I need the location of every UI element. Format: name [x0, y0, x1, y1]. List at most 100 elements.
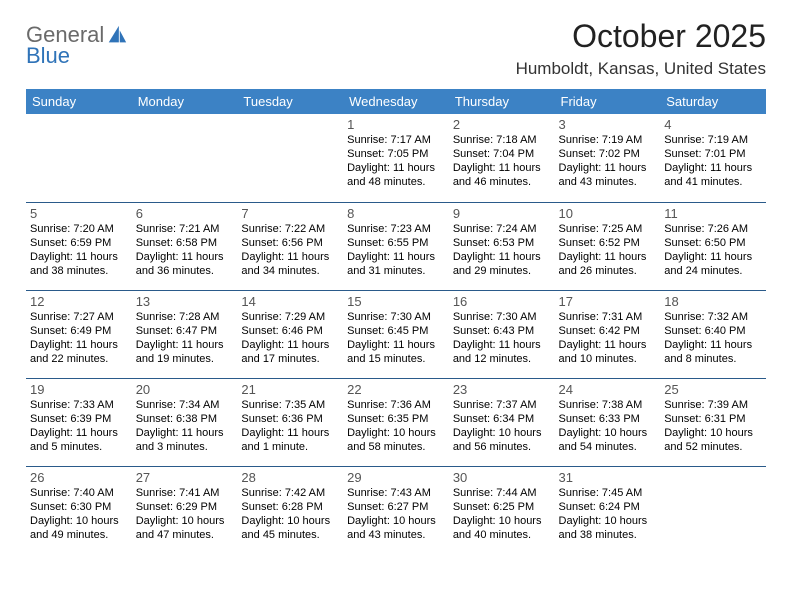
dow-header-cell: Tuesday [237, 89, 343, 114]
day-info: Sunrise: 7:33 AMSunset: 6:39 PMDaylight:… [30, 398, 128, 454]
calendar-day-cell: 16Sunrise: 7:30 AMSunset: 6:43 PMDayligh… [449, 290, 555, 378]
day-number: 10 [559, 206, 657, 221]
day-info: Sunrise: 7:36 AMSunset: 6:35 PMDaylight:… [347, 398, 445, 454]
day-number: 22 [347, 382, 445, 397]
sunrise-line: Sunrise: 7:35 AM [241, 398, 339, 412]
calendar-day-cell: 9Sunrise: 7:24 AMSunset: 6:53 PMDaylight… [449, 202, 555, 290]
sunset-line: Sunset: 7:05 PM [347, 147, 445, 161]
sunrise-line: Sunrise: 7:30 AM [347, 310, 445, 324]
day-info: Sunrise: 7:26 AMSunset: 6:50 PMDaylight:… [664, 222, 762, 278]
calendar-page: General Blue October 2025 Humboldt, Kans… [0, 0, 792, 554]
page-header: General Blue October 2025 Humboldt, Kans… [26, 18, 766, 79]
sunset-line: Sunset: 6:25 PM [453, 500, 551, 514]
sunset-line: Sunset: 6:59 PM [30, 236, 128, 250]
day-number: 4 [664, 117, 762, 132]
day-info: Sunrise: 7:17 AMSunset: 7:05 PMDaylight:… [347, 133, 445, 189]
calendar-day-cell: 31Sunrise: 7:45 AMSunset: 6:24 PMDayligh… [555, 466, 661, 554]
sunset-line: Sunset: 6:56 PM [241, 236, 339, 250]
day-number: 26 [30, 470, 128, 485]
day-number: 30 [453, 470, 551, 485]
day-number: 8 [347, 206, 445, 221]
sunset-line: Sunset: 6:42 PM [559, 324, 657, 338]
sunset-line: Sunset: 6:53 PM [453, 236, 551, 250]
calendar-day-cell: 20Sunrise: 7:34 AMSunset: 6:38 PMDayligh… [132, 378, 238, 466]
daylight-line: Daylight: 10 hours and 45 minutes. [241, 514, 339, 542]
calendar-day-cell: 13Sunrise: 7:28 AMSunset: 6:47 PMDayligh… [132, 290, 238, 378]
sunset-line: Sunset: 6:49 PM [30, 324, 128, 338]
month-title: October 2025 [516, 18, 766, 55]
sunset-line: Sunset: 6:38 PM [136, 412, 234, 426]
sunset-line: Sunset: 7:01 PM [664, 147, 762, 161]
day-number: 25 [664, 382, 762, 397]
sunrise-line: Sunrise: 7:37 AM [453, 398, 551, 412]
brand-text: General Blue [26, 24, 104, 67]
daylight-line: Daylight: 11 hours and 31 minutes. [347, 250, 445, 278]
daylight-line: Daylight: 11 hours and 10 minutes. [559, 338, 657, 366]
day-number: 12 [30, 294, 128, 309]
day-number: 28 [241, 470, 339, 485]
daylight-line: Daylight: 11 hours and 24 minutes. [664, 250, 762, 278]
calendar-day-cell: 18Sunrise: 7:32 AMSunset: 6:40 PMDayligh… [660, 290, 766, 378]
daylight-line: Daylight: 10 hours and 56 minutes. [453, 426, 551, 454]
title-block: October 2025 Humboldt, Kansas, United St… [516, 18, 766, 79]
day-info: Sunrise: 7:19 AMSunset: 7:02 PMDaylight:… [559, 133, 657, 189]
day-info: Sunrise: 7:34 AMSunset: 6:38 PMDaylight:… [136, 398, 234, 454]
brand-word-2: Blue [26, 45, 104, 67]
sunset-line: Sunset: 6:29 PM [136, 500, 234, 514]
calendar-day-cell: 17Sunrise: 7:31 AMSunset: 6:42 PMDayligh… [555, 290, 661, 378]
day-info: Sunrise: 7:27 AMSunset: 6:49 PMDaylight:… [30, 310, 128, 366]
daylight-line: Daylight: 11 hours and 15 minutes. [347, 338, 445, 366]
dow-header-cell: Monday [132, 89, 238, 114]
sunrise-line: Sunrise: 7:42 AM [241, 486, 339, 500]
brand-logo: General Blue [26, 24, 128, 67]
dow-header-cell: Sunday [26, 89, 132, 114]
day-number: 24 [559, 382, 657, 397]
day-info: Sunrise: 7:31 AMSunset: 6:42 PMDaylight:… [559, 310, 657, 366]
sunset-line: Sunset: 6:40 PM [664, 324, 762, 338]
calendar-day-cell: 12Sunrise: 7:27 AMSunset: 6:49 PMDayligh… [26, 290, 132, 378]
day-number: 3 [559, 117, 657, 132]
calendar-day-cell: 7Sunrise: 7:22 AMSunset: 6:56 PMDaylight… [237, 202, 343, 290]
calendar-day-cell [26, 114, 132, 202]
day-info: Sunrise: 7:38 AMSunset: 6:33 PMDaylight:… [559, 398, 657, 454]
dow-header-row: SundayMondayTuesdayWednesdayThursdayFrid… [26, 89, 766, 114]
daylight-line: Daylight: 11 hours and 38 minutes. [30, 250, 128, 278]
calendar-day-cell: 27Sunrise: 7:41 AMSunset: 6:29 PMDayligh… [132, 466, 238, 554]
sunset-line: Sunset: 6:55 PM [347, 236, 445, 250]
daylight-line: Daylight: 10 hours and 54 minutes. [559, 426, 657, 454]
day-number: 23 [453, 382, 551, 397]
daylight-line: Daylight: 11 hours and 34 minutes. [241, 250, 339, 278]
calendar-day-cell: 23Sunrise: 7:37 AMSunset: 6:34 PMDayligh… [449, 378, 555, 466]
calendar-week-row: 19Sunrise: 7:33 AMSunset: 6:39 PMDayligh… [26, 378, 766, 466]
calendar-week-row: 12Sunrise: 7:27 AMSunset: 6:49 PMDayligh… [26, 290, 766, 378]
sunset-line: Sunset: 6:30 PM [30, 500, 128, 514]
calendar-day-cell: 30Sunrise: 7:44 AMSunset: 6:25 PMDayligh… [449, 466, 555, 554]
sunrise-line: Sunrise: 7:31 AM [559, 310, 657, 324]
sunset-line: Sunset: 6:50 PM [664, 236, 762, 250]
daylight-line: Daylight: 10 hours and 58 minutes. [347, 426, 445, 454]
daylight-line: Daylight: 11 hours and 22 minutes. [30, 338, 128, 366]
day-info: Sunrise: 7:30 AMSunset: 6:45 PMDaylight:… [347, 310, 445, 366]
daylight-line: Daylight: 11 hours and 3 minutes. [136, 426, 234, 454]
daylight-line: Daylight: 10 hours and 38 minutes. [559, 514, 657, 542]
calendar-day-cell: 8Sunrise: 7:23 AMSunset: 6:55 PMDaylight… [343, 202, 449, 290]
sunrise-line: Sunrise: 7:29 AM [241, 310, 339, 324]
day-info: Sunrise: 7:35 AMSunset: 6:36 PMDaylight:… [241, 398, 339, 454]
calendar-day-cell: 6Sunrise: 7:21 AMSunset: 6:58 PMDaylight… [132, 202, 238, 290]
calendar-week-row: 5Sunrise: 7:20 AMSunset: 6:59 PMDaylight… [26, 202, 766, 290]
sunrise-line: Sunrise: 7:36 AM [347, 398, 445, 412]
daylight-line: Daylight: 10 hours and 43 minutes. [347, 514, 445, 542]
sunset-line: Sunset: 6:52 PM [559, 236, 657, 250]
sunset-line: Sunset: 7:04 PM [453, 147, 551, 161]
day-number: 6 [136, 206, 234, 221]
sunrise-line: Sunrise: 7:20 AM [30, 222, 128, 236]
sunrise-line: Sunrise: 7:40 AM [30, 486, 128, 500]
sunrise-line: Sunrise: 7:28 AM [136, 310, 234, 324]
calendar-day-cell: 21Sunrise: 7:35 AMSunset: 6:36 PMDayligh… [237, 378, 343, 466]
daylight-line: Daylight: 10 hours and 47 minutes. [136, 514, 234, 542]
day-number: 13 [136, 294, 234, 309]
day-number: 14 [241, 294, 339, 309]
calendar-day-cell: 19Sunrise: 7:33 AMSunset: 6:39 PMDayligh… [26, 378, 132, 466]
day-info: Sunrise: 7:28 AMSunset: 6:47 PMDaylight:… [136, 310, 234, 366]
day-number: 5 [30, 206, 128, 221]
